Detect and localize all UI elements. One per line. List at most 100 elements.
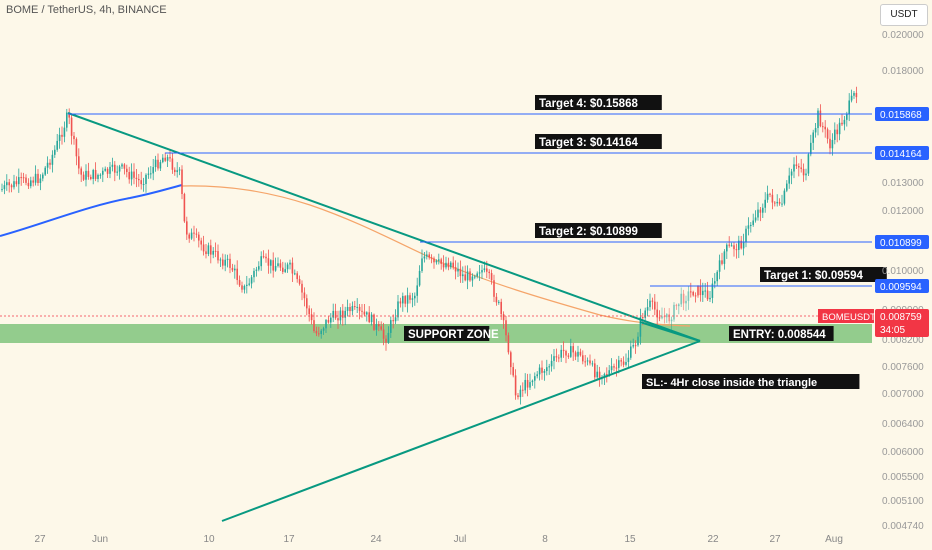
candle (639, 308, 642, 345)
price-axis-tick-label: 0.007000 (882, 389, 924, 400)
candle (387, 326, 390, 344)
candle-body (536, 374, 538, 377)
candle-body (442, 263, 445, 268)
candle (697, 285, 699, 298)
candle (39, 174, 42, 191)
candle-body (829, 138, 831, 149)
candle-body (843, 119, 846, 125)
candle-body (788, 175, 790, 184)
candle-body (358, 306, 361, 311)
candle-body (370, 314, 373, 323)
candle (718, 254, 721, 280)
candle-body (298, 279, 301, 284)
candle (75, 137, 78, 166)
candle-body (351, 306, 354, 312)
candle (721, 252, 723, 266)
candle-body (344, 310, 346, 318)
candle (524, 373, 526, 394)
candle (502, 311, 505, 329)
candle-body (572, 346, 574, 353)
candle-body (534, 376, 536, 381)
candle (541, 360, 543, 380)
candle (488, 269, 490, 280)
candle (162, 154, 164, 164)
candle-body (706, 290, 709, 300)
target-level-label: Target 1: $0.09594 (764, 270, 863, 282)
candle-body (390, 320, 392, 333)
candle (97, 173, 99, 183)
candle (622, 356, 625, 368)
candle-body (644, 310, 646, 318)
candle (690, 282, 692, 298)
candle-body (630, 346, 632, 358)
candle-body (646, 307, 649, 311)
candle-body (104, 168, 106, 171)
candle (354, 300, 356, 310)
candle-body (85, 170, 87, 180)
candle (99, 173, 102, 179)
candle (822, 122, 824, 133)
candle (104, 166, 106, 172)
candle-body (238, 280, 241, 286)
candle (805, 168, 807, 181)
candle (243, 284, 246, 294)
candle-body (757, 209, 759, 218)
candle (802, 163, 805, 182)
candle (699, 279, 702, 302)
candle (613, 363, 615, 372)
candle (438, 253, 440, 265)
candle (807, 152, 810, 177)
candle-body (606, 374, 608, 376)
candle (601, 375, 603, 385)
candle-body (164, 157, 166, 161)
candle-body (810, 142, 812, 155)
candle-body (570, 346, 572, 357)
candle (682, 289, 685, 311)
candle (603, 372, 606, 386)
candle-body (831, 139, 834, 149)
candle-body (284, 269, 286, 272)
candle-body (226, 258, 229, 260)
candle-body (812, 132, 814, 143)
candle-body (49, 162, 51, 165)
candle-body (116, 171, 118, 173)
candle-body (673, 304, 675, 320)
candle (342, 304, 344, 326)
candle-body (486, 268, 488, 272)
candle-body (246, 284, 248, 286)
candle-body (802, 168, 805, 176)
candle-body (229, 258, 231, 268)
candle (54, 145, 56, 158)
candle-body (778, 201, 781, 204)
candle-body (615, 367, 618, 369)
candle-body (337, 318, 339, 321)
candle-body (450, 262, 452, 268)
candle (543, 368, 546, 381)
candle (255, 266, 258, 277)
time-axis-tick-label: 15 (624, 534, 636, 545)
candle-body (162, 157, 164, 163)
candle-body (234, 268, 236, 271)
candle-body (814, 128, 817, 133)
price-axis-tick-label: 0.006400 (882, 419, 924, 430)
candle (8, 178, 10, 193)
candle-body (656, 309, 658, 318)
candle-body (416, 285, 418, 296)
candle-body (106, 168, 109, 174)
candle (61, 126, 63, 145)
candle-body (315, 331, 318, 334)
candle-body (742, 242, 745, 249)
candle (781, 194, 783, 207)
time-axis-tick-label: 24 (370, 534, 382, 545)
candle-body (790, 171, 793, 176)
currency-button[interactable]: USDT (880, 4, 928, 26)
candle (224, 254, 226, 272)
candle-body (97, 174, 99, 179)
candle-body (262, 256, 265, 258)
candle-body (841, 122, 843, 125)
candle (234, 264, 236, 279)
candle-body (639, 317, 642, 337)
candle (186, 216, 188, 240)
